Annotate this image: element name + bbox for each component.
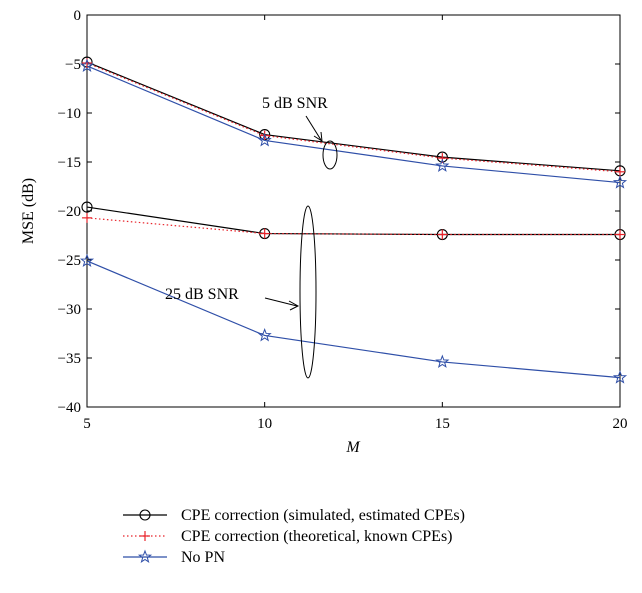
legend-label: CPE correction (simulated, estimated CPE… — [181, 507, 465, 524]
x-tick-label: 10 — [257, 416, 272, 432]
legend-label: No PN — [181, 549, 225, 566]
x-tick-label: 20 — [613, 416, 628, 432]
series-line-3 — [86, 206, 620, 236]
y-tick-label: −25 — [58, 253, 81, 269]
snr-25-arrowhead — [288, 300, 300, 311]
y-tick-label: −5 — [65, 57, 81, 73]
series-2-point-2-star-marker — [435, 158, 450, 172]
series-5-point-0-star-marker — [79, 253, 95, 267]
series-layer — [79, 56, 628, 384]
series-2-point-3-star-marker — [612, 175, 628, 189]
series-5-point-3-star-marker — [612, 370, 628, 384]
series-2-point-0-star-marker — [79, 58, 95, 72]
snr-5-arrowhead — [313, 131, 323, 142]
series-4-point-1-plus-marker — [259, 228, 270, 239]
series-3-point-0-circle-marker — [81, 201, 93, 213]
series-5-point-1-star-marker — [257, 328, 272, 342]
axis-ticks: 5 10 15 20 0 −5 −10 −15 −20 −25 −30 −35 −40 — [58, 8, 628, 432]
series-line-5 — [86, 260, 621, 379]
snr-5-ellipse — [322, 140, 338, 170]
y-tick-label: −40 — [58, 400, 81, 416]
snr-25-ellipse — [299, 205, 317, 379]
y-tick-label: −10 — [58, 106, 81, 122]
series-4-point-3-plus-marker — [615, 229, 625, 240]
series-line-4 — [86, 217, 620, 236]
series-line-1 — [86, 62, 621, 173]
series-line-0 — [86, 61, 621, 172]
x-tick-label: 5 — [83, 416, 91, 432]
annotation-layer: 5 dB SNR 25 dB SNR — [165, 95, 338, 379]
snr-25-label: 25 dB SNR — [165, 286, 239, 303]
x-axis-title: M — [345, 439, 361, 456]
legend-label: CPE correction (theoretical, known CPEs) — [181, 528, 453, 545]
series-4-point-0-plus-marker — [82, 212, 92, 223]
series-2-point-1-star-marker — [257, 132, 272, 147]
y-tick-label: −15 — [58, 155, 81, 171]
snr-5-arrow — [305, 115, 322, 141]
legend-2-star-marker — [137, 549, 153, 564]
y-axis-title: MSE (dB) — [20, 178, 37, 244]
snr-5-label: 5 dB SNR — [262, 95, 328, 112]
y-tick-label: −30 — [58, 302, 81, 318]
x-tick-label: 15 — [435, 416, 450, 432]
series-4-point-2-plus-marker — [437, 229, 448, 240]
y-tick-label: 0 — [74, 8, 82, 24]
legend-0-circle-marker — [139, 509, 151, 521]
series-5-point-2-star-marker — [435, 354, 450, 368]
y-tick-label: −35 — [58, 351, 81, 367]
series-line-2 — [86, 65, 621, 184]
series-1-point-3-plus-marker — [615, 166, 625, 177]
snr-25-arrow — [264, 297, 298, 307]
legend-1-plus-marker — [140, 531, 150, 541]
legend: CPE correction (simulated, estimated CPE… — [123, 507, 465, 566]
series-1-point-2-plus-marker — [437, 153, 448, 164]
y-tick-label: −20 — [58, 204, 81, 220]
